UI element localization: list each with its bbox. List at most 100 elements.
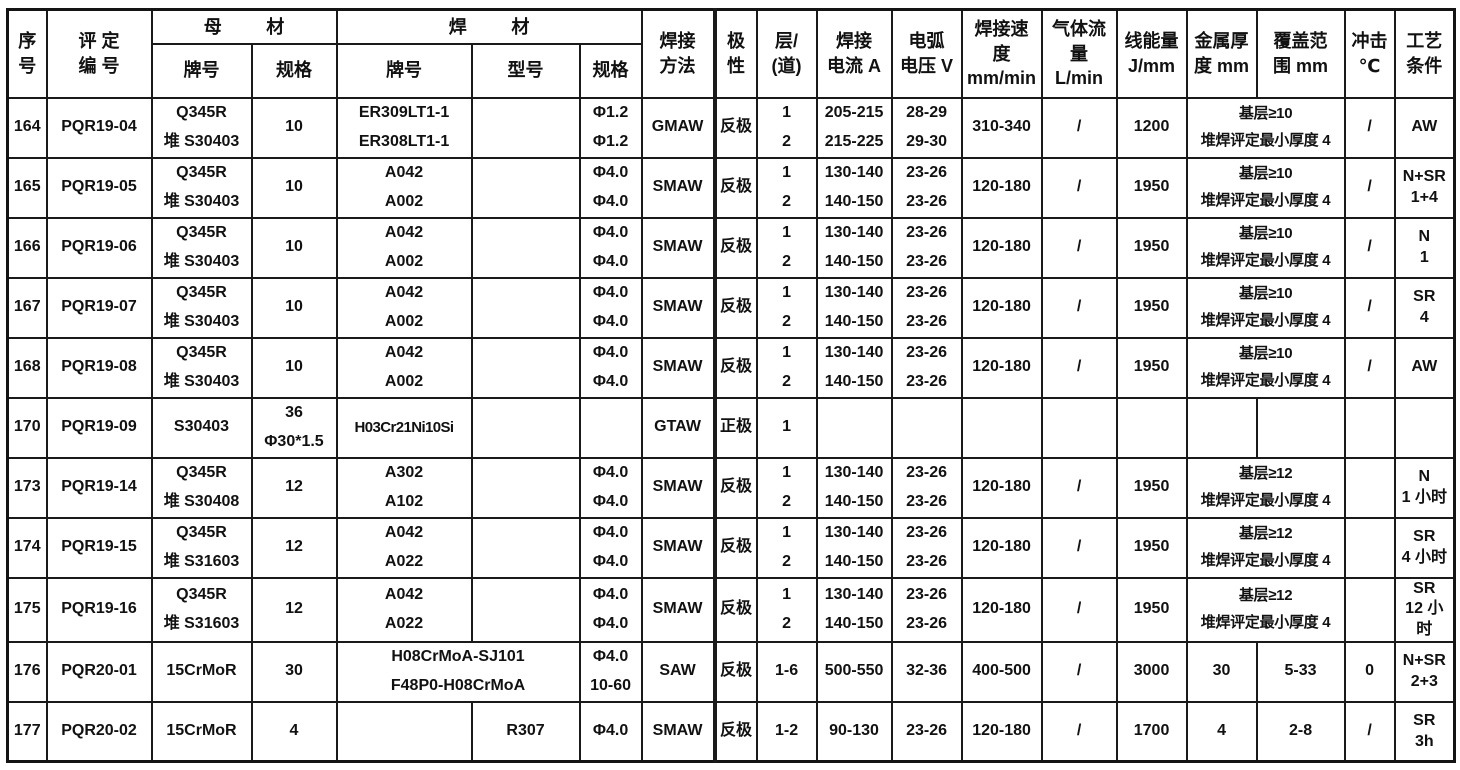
cell-pqr-number: PQR19-04: [45, 96, 153, 159]
cell-coverage: 5-33: [1255, 640, 1346, 703]
cell-layers: 1 2: [755, 216, 818, 279]
cell-impact: /: [1343, 96, 1396, 159]
cell-thickness-coverage: 基层≥10 堆焊评定最小厚度 4: [1185, 216, 1346, 279]
header-wire-material-group: 焊 材: [335, 8, 643, 45]
cell-base-grade: 15CrMoR: [150, 700, 253, 763]
cell-current: 130-140 140-150: [815, 456, 893, 519]
table-row: 176 PQR20-01 15CrMoR 30 H08CrMoA-SJ101 F…: [6, 640, 1456, 703]
cell-heat-input: 1950: [1115, 456, 1188, 519]
cell-gas-flow: /: [1040, 96, 1118, 159]
cell-voltage: 23-26 23-26: [890, 216, 963, 279]
cell-speed: 120-180: [960, 516, 1043, 579]
cell-wire-grade: A302 A102: [335, 456, 473, 519]
cell-pqr-number: PQR19-14: [45, 456, 153, 519]
cell-pqr-number: PQR20-01: [45, 640, 153, 703]
cell-base-spec: 10: [250, 216, 338, 279]
cell-wire-spec: Φ4.0 Φ4.0: [578, 336, 643, 399]
cell-base-grade: S30403: [150, 396, 253, 459]
cell-current: 130-140 140-150: [815, 156, 893, 219]
cell-base-spec: 12: [250, 516, 338, 579]
cell-wire-spec: Φ1.2 Φ1.2: [578, 96, 643, 159]
cell-wire-model: [470, 156, 581, 219]
cell-heat-input: 1950: [1115, 516, 1188, 579]
cell-speed: 120-180: [960, 156, 1043, 219]
cell-weld-method: SMAW: [640, 576, 717, 643]
cell-layers: 1 2: [755, 336, 818, 399]
cell-thickness-coverage: 基层≥10 堆焊评定最小厚度 4: [1185, 336, 1346, 399]
cell-voltage: 23-26 23-26: [890, 336, 963, 399]
cell-process-condition: AW: [1393, 96, 1456, 159]
cell-process-condition: N 1 小时: [1393, 456, 1456, 519]
cell-wire-model: R307: [470, 700, 581, 763]
cell-speed: 120-180: [960, 336, 1043, 399]
header-metal-thickness: 金属厚 度 mm: [1185, 8, 1258, 99]
cell-heat-input: 1950: [1115, 276, 1188, 339]
cell-polarity: 反极: [713, 576, 758, 643]
cell-thickness-coverage: 基层≥12 堆焊评定最小厚度 4: [1185, 516, 1346, 579]
header-base-material-group: 母 材: [150, 8, 338, 45]
cell-base-grade: Q345R 堆 S30403: [150, 216, 253, 279]
cell-polarity: 反极: [713, 700, 758, 763]
cell-pqr-number: PQR19-06: [45, 216, 153, 279]
cell-wire-model: [470, 516, 581, 579]
cell-serial: 170: [6, 396, 48, 459]
header-polarity: 极 性: [713, 8, 758, 99]
cell-wire-spec: Φ4.0 Φ4.0: [578, 276, 643, 339]
cell-speed: 120-180: [960, 276, 1043, 339]
cell-heat-input: 3000: [1115, 640, 1188, 703]
cell-base-grade: Q345R 堆 S31603: [150, 576, 253, 643]
cell-layers: 1 2: [755, 456, 818, 519]
cell-serial: 167: [6, 276, 48, 339]
cell-layers: 1 2: [755, 156, 818, 219]
cell-voltage: 23-26 23-26: [890, 456, 963, 519]
cell-serial: 177: [6, 700, 48, 763]
cell-weld-method: SMAW: [640, 156, 717, 219]
cell-gas-flow: /: [1040, 216, 1118, 279]
cell-impact: /: [1343, 216, 1396, 279]
header-pqr-number: 评 定 编 号: [45, 8, 153, 99]
cell-layers: 1-2: [755, 700, 818, 763]
cell-impact: [1343, 516, 1396, 579]
cell-polarity: 反极: [713, 516, 758, 579]
table-row: 175 PQR19-16 Q345R 堆 S31603 12 A042 A022…: [6, 576, 1456, 643]
cell-speed: 310-340: [960, 96, 1043, 159]
cell-coverage: [1255, 396, 1346, 459]
cell-voltage: 23-26 23-26: [890, 516, 963, 579]
cell-wire-grade: A042 A002: [335, 216, 473, 279]
cell-heat-input: 1950: [1115, 216, 1188, 279]
cell-impact: [1343, 456, 1396, 519]
header-row-2: 牌号 规格 牌号 型号 规格: [8, 42, 1455, 99]
cell-weld-method: SMAW: [640, 216, 717, 279]
cell-wire-spec: Φ4.0: [578, 700, 643, 763]
cell-wire-grade: A042 A002: [335, 156, 473, 219]
cell-wire-spec: Φ4.0 Φ4.0: [578, 156, 643, 219]
cell-voltage: 23-26 23-26: [890, 276, 963, 339]
cell-wire-model: [470, 216, 581, 279]
cell-wire-grade: A042 A002: [335, 336, 473, 399]
cell-weld-method: SMAW: [640, 700, 717, 763]
cell-voltage: 23-26: [890, 700, 963, 763]
header-heat-input: 线能量 J/mm: [1115, 8, 1188, 99]
header-serial: 序 号: [6, 8, 48, 99]
cell-base-spec: 10: [250, 276, 338, 339]
header-coverage: 覆盖范 围 mm: [1255, 8, 1346, 99]
cell-base-spec: 10: [250, 156, 338, 219]
cell-wire-model: [470, 456, 581, 519]
cell-wire-grade: ER309LT1-1 ER308LT1-1: [335, 96, 473, 159]
cell-serial: 176: [6, 640, 48, 703]
table-row: 170 PQR19-09 S30403 36 Φ30*1.5 H03Cr21Ni…: [6, 396, 1456, 459]
cell-process-condition: [1393, 396, 1456, 459]
cell-current: 90-130: [815, 700, 893, 763]
cell-polarity: 反极: [713, 640, 758, 703]
cell-process-condition: SR 4 小时: [1393, 516, 1456, 579]
header-process-condition: 工艺 条件: [1393, 8, 1456, 99]
cell-wire-grade: A042 A022: [335, 576, 473, 643]
cell-polarity: 反极: [713, 156, 758, 219]
header-base-spec: 规格: [250, 42, 338, 99]
cell-gas-flow: /: [1040, 516, 1118, 579]
cell-layers: 1 2: [755, 96, 818, 159]
cell-heat-input: 1700: [1115, 700, 1188, 763]
cell-thickness-coverage: 基层≥10 堆焊评定最小厚度 4: [1185, 156, 1346, 219]
cell-layers: 1: [755, 396, 818, 459]
